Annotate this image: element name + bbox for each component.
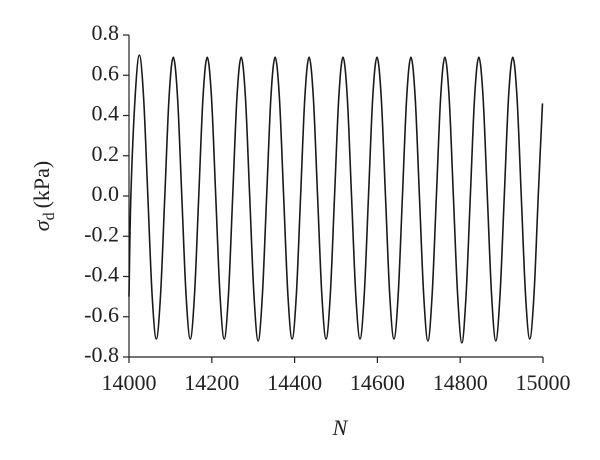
x-tick-label: 15000 bbox=[516, 370, 571, 395]
y-tick-label: 0.6 bbox=[92, 60, 120, 85]
y-label-subscript: d bbox=[41, 212, 58, 220]
y-tick-label: 0.2 bbox=[92, 141, 120, 166]
y-tick-label: -0.8 bbox=[84, 342, 119, 367]
x-tick-label: 14200 bbox=[184, 370, 239, 395]
y-tick-label: -0.2 bbox=[84, 221, 119, 246]
y-tick-label: 0.4 bbox=[92, 101, 120, 126]
y-tick-label: -0.6 bbox=[84, 302, 119, 327]
y-axis-label: σd (kPa) bbox=[29, 161, 58, 232]
x-axis-label: N bbox=[332, 415, 349, 440]
y-tick-label: 0.0 bbox=[92, 181, 120, 206]
x-tick-label: 14000 bbox=[102, 370, 157, 395]
x-tick-label: 14400 bbox=[267, 370, 322, 395]
x-tick-label: 14800 bbox=[433, 370, 488, 395]
y-label-symbol: σ bbox=[29, 219, 54, 231]
data-line bbox=[128, 54, 544, 344]
y-label-unit: (kPa) bbox=[29, 161, 54, 209]
y-tick-label: 0.8 bbox=[92, 20, 120, 45]
x-tick-label: 14600 bbox=[350, 370, 405, 395]
y-tick-label: -0.4 bbox=[84, 262, 119, 287]
